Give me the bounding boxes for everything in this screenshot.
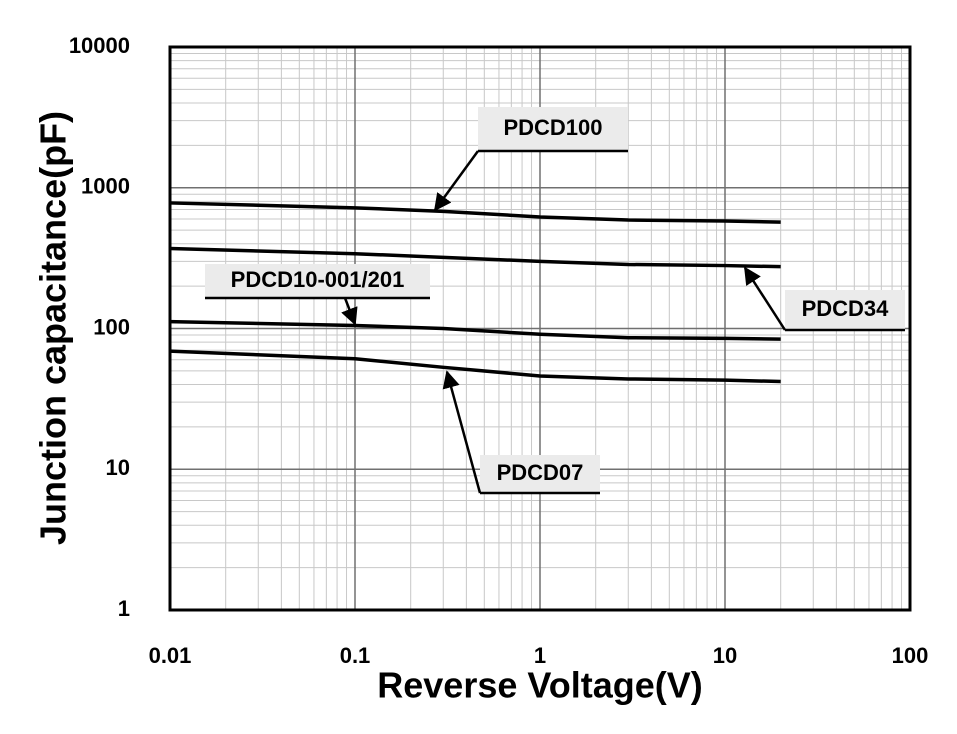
plot-frame <box>168 45 912 612</box>
annotation-arrow <box>433 150 480 212</box>
x-axis-label: Reverse Voltage(V) <box>377 665 702 706</box>
data-line <box>169 349 781 384</box>
y-axis-label: Junction capacitance(pF) <box>33 111 74 545</box>
x-tick-label: 1 <box>534 643 546 668</box>
x-tick-label: 0.1 <box>340 643 371 668</box>
annotation-arrow <box>442 370 482 494</box>
data-line <box>169 246 781 269</box>
y-tick-label: 10000 <box>69 33 130 58</box>
series-label: PDCD100 <box>503 115 602 140</box>
y-tick-label: 1000 <box>81 174 130 199</box>
series-label: PDCD07 <box>497 460 584 485</box>
y-tick-label: 100 <box>93 314 130 339</box>
data-line <box>169 201 781 224</box>
y-tick-label: 10 <box>106 455 130 480</box>
annotation-arrow <box>743 266 787 331</box>
annotation-arrow <box>341 297 358 326</box>
series-label: PDCD34 <box>802 296 890 321</box>
x-tick-label: 0.01 <box>149 643 192 668</box>
series-label: PDCD10-001/201 <box>231 267 405 292</box>
annotation-box <box>478 107 628 151</box>
annotation-box <box>480 455 600 493</box>
x-tick-label: 10 <box>713 643 737 668</box>
data-line <box>169 319 781 341</box>
annotation-box <box>205 264 430 298</box>
annotation-box <box>785 290 905 330</box>
x-tick-label: 100 <box>892 643 929 668</box>
y-tick-label: 1 <box>118 596 130 621</box>
